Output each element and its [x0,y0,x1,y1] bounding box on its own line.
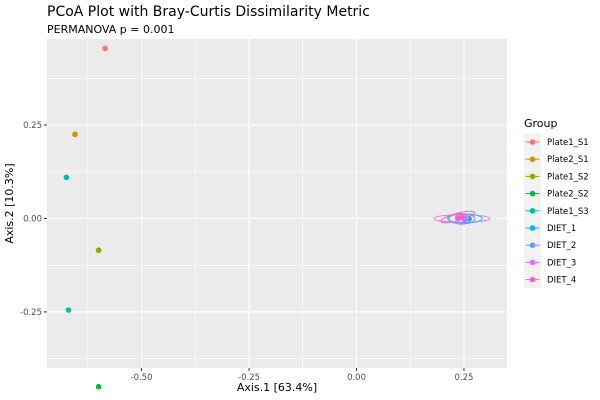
point-plate2-s2 [95,383,102,390]
y-axis-title: Axis.2 [10.3%] [3,163,16,243]
chart-title: PCoA Plot with Bray-Curtis Dissimilarity… [47,4,370,20]
point-diet-3 [463,215,469,221]
point-plate1-s2 [95,247,102,254]
x-tick-label: 0.25 [455,373,474,383]
legend-label: Plate1_S2 [547,172,589,182]
legend-key-point [529,208,536,214]
legend-key-point [529,173,536,180]
legend: Group Plate1_S1 Plate2_S1 Plate1_S2 Plate2_… [524,117,589,289]
legend-key-point [529,242,536,248]
legend-label: Plate2_S1 [547,155,589,165]
legend-key-point [529,156,536,162]
chart-subtitle: PERMANOVA p = 0.001 [47,23,174,36]
legend-label: DIET_4 [547,276,576,286]
legend-key-point [529,225,536,231]
legend-label: Plate1_S1 [547,138,589,148]
legend-key-point [529,276,536,283]
data-points [63,45,472,390]
legend-key-point [529,259,536,266]
legend-key-point [529,139,536,145]
point-plate1-s3 [63,174,70,181]
plot-panel [47,39,507,368]
legend-label: DIET_1 [547,224,576,234]
legend-label: DIET_2 [547,241,576,251]
grid-lines [47,39,507,368]
legend-key-point [529,190,536,197]
legend-label: Plate1_S3 [547,207,589,217]
x-axis-title: Axis.1 [63.4%] [237,381,317,394]
point-plate1-s3 [65,307,72,313]
y-tick-label: -0.25 [20,308,42,318]
x-tick-label: -0.50 [131,373,153,383]
point-diet-4 [454,215,461,221]
y-axis: -0.25 0.00 0.25 [20,121,47,318]
x-tick-label: 0.00 [347,373,366,383]
legend-title: Group [524,117,558,130]
point-plate2-s1 [72,131,78,138]
y-tick-label: 0.00 [23,214,42,224]
x-tick-label: -0.25 [238,373,260,383]
legend-label: Plate2_S2 [547,190,589,200]
point-diet-4 [459,213,465,220]
y-tick-label: 0.25 [23,121,42,131]
point-plate1-s1 [102,45,108,52]
legend-label: DIET_3 [547,258,576,268]
x-axis: -0.50 -0.25 0.00 0.25 [131,368,474,383]
